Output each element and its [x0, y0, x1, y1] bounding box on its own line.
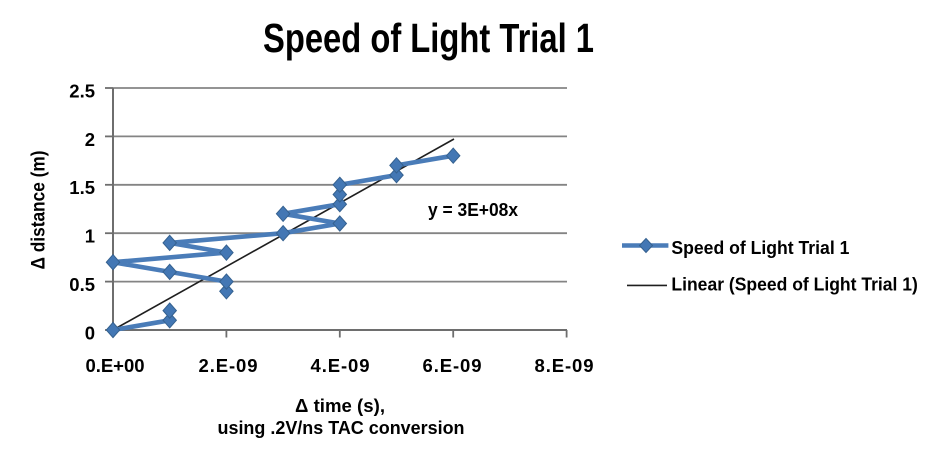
- svg-text:4.E-09: 4.E-09: [311, 355, 370, 376]
- svg-text:1.5: 1.5: [69, 177, 95, 198]
- svg-text:2.E-09: 2.E-09: [199, 355, 258, 376]
- svg-text:8.E-09: 8.E-09: [535, 355, 594, 376]
- svg-text:1: 1: [85, 226, 95, 247]
- svg-text:0: 0: [85, 322, 95, 343]
- svg-text:y = 3E+08x: y = 3E+08x: [428, 199, 519, 220]
- svg-text:0.5: 0.5: [69, 274, 95, 295]
- svg-text:Δ time (s),: Δ time (s),: [295, 395, 385, 416]
- svg-text:2: 2: [85, 129, 95, 150]
- svg-text:2.5: 2.5: [69, 80, 95, 101]
- svg-text:Linear (Speed of Light Trial 1: Linear (Speed of Light Trial 1): [671, 274, 918, 295]
- svg-text:Speed of Light Trial 1: Speed of Light Trial 1: [263, 15, 594, 61]
- svg-text:6.E-09: 6.E-09: [423, 355, 482, 376]
- svg-text:0.E+00: 0.E+00: [86, 355, 145, 376]
- svg-text:using .2V/ns TAC conversion: using .2V/ns TAC conversion: [218, 417, 465, 438]
- svg-text:Δ distance (m): Δ distance (m): [28, 151, 49, 270]
- svg-text:Speed of Light Trial 1: Speed of Light Trial 1: [671, 237, 849, 258]
